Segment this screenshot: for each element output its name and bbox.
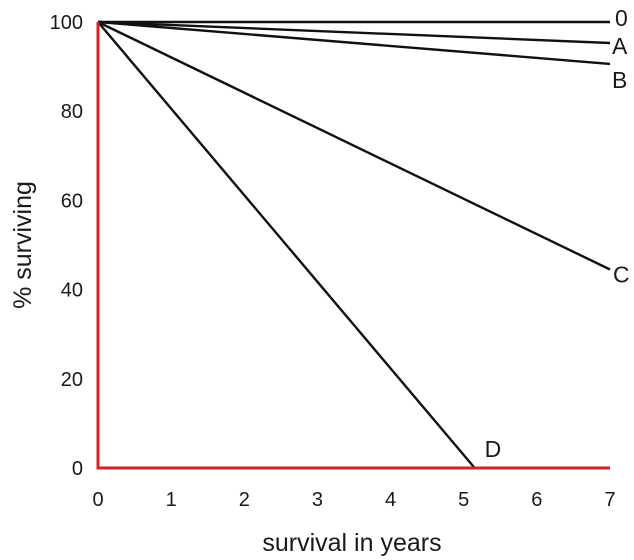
y-tick-label: 80 bbox=[61, 101, 83, 123]
series-label-c: C bbox=[613, 262, 630, 288]
x-axis-title: survival in years bbox=[262, 529, 441, 557]
y-tick-label: 0 bbox=[72, 458, 83, 480]
series-label-layer: 0AB C D bbox=[485, 5, 630, 462]
y-tick-label: 20 bbox=[61, 369, 83, 391]
series-line-d bbox=[97, 21, 476, 469]
series-line-b bbox=[97, 20, 611, 66]
x-tick-label: 6 bbox=[531, 489, 542, 511]
series-label-d: D bbox=[485, 436, 502, 462]
x-tick-label: 1 bbox=[166, 489, 177, 511]
x-tick-label: 2 bbox=[239, 489, 250, 511]
y-tick-label: 100 bbox=[50, 12, 83, 34]
x-tick-label: 7 bbox=[604, 489, 615, 511]
series-label-0: 0 bbox=[615, 5, 628, 31]
series-layer bbox=[97, 20, 611, 469]
tick-layer: 0 1 2 3 4 5 6 7 0 20 40 60 80 100 bbox=[50, 12, 616, 511]
series-label-a: A bbox=[612, 33, 628, 59]
y-axis-title: % surviving bbox=[9, 181, 37, 309]
series-line-a bbox=[97, 20, 611, 45]
x-tick-label: 0 bbox=[92, 489, 103, 511]
axis-layer bbox=[96, 22, 610, 470]
y-tick-label: 40 bbox=[61, 280, 83, 302]
series-label-b: B bbox=[612, 67, 627, 93]
series-line-c bbox=[97, 20, 611, 271]
x-tick-label: 4 bbox=[385, 489, 396, 511]
x-tick-label: 5 bbox=[458, 489, 469, 511]
y-tick-label: 60 bbox=[61, 190, 83, 212]
x-tick-label: 3 bbox=[312, 489, 323, 511]
